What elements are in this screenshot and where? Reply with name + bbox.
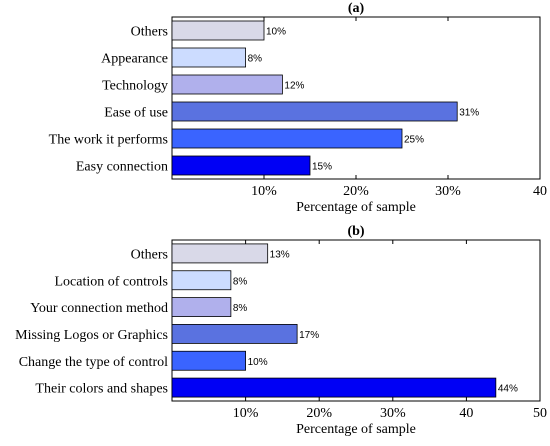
x-tick-label: 50 [533,406,547,421]
value-label: 15% [312,162,332,173]
category-label: Easy connection [76,160,168,175]
bar-3 [171,74,283,95]
value-label: 13% [270,249,290,260]
x-tick-label: 30% [380,406,406,421]
value-label: 31% [459,108,479,119]
value-label: 8% [233,276,248,287]
category-label: Others [131,25,168,40]
plot-frame [171,16,541,180]
category-label: The work it performs [49,133,168,148]
x-axis-label: Percentage of sample [296,200,416,215]
category-label: Appearance [101,52,168,67]
x-tick-label: 40 [533,184,547,199]
x-tick-label: 20% [306,406,332,421]
x-tick-label: 10% [233,406,259,421]
value-label: 10% [248,357,268,368]
bar-6 [171,377,497,398]
bar-6 [171,155,311,176]
chart-title: (b) [347,224,364,239]
bar-2 [171,47,246,68]
plot-frame [171,239,541,402]
value-label: 12% [284,81,304,92]
bar-1 [171,243,269,264]
value-label: 17% [299,330,319,341]
category-label: Location of controls [54,274,168,289]
bar-1 [171,20,265,41]
x-tick-label: 30% [435,184,461,199]
category-label: Their colors and shapes [35,382,168,397]
x-tick-label: 20% [343,184,369,199]
bar-5 [171,128,403,149]
value-label: 25% [404,135,424,146]
category-label: Ease of use [104,106,168,121]
chart-title: (a) [348,1,365,16]
bar-2 [171,270,232,291]
bar-5 [171,350,246,371]
category-label: Change the type of control [19,355,168,370]
x-tick-label: 10% [251,184,277,199]
bar-4 [171,324,298,344]
category-label: Missing Logos or Graphics [15,328,168,343]
bar-4 [171,101,458,122]
x-axis-label: Percentage of sample [296,422,416,437]
category-label: Your connection method [30,301,168,316]
x-tick-label: 40 [459,406,473,421]
value-label: 44% [498,384,518,395]
value-label: 8% [248,54,263,65]
value-label: 10% [266,27,286,38]
bar-3 [171,297,232,317]
value-label: 8% [233,303,248,314]
category-label: Technology [102,79,168,94]
category-label: Others [131,247,168,262]
